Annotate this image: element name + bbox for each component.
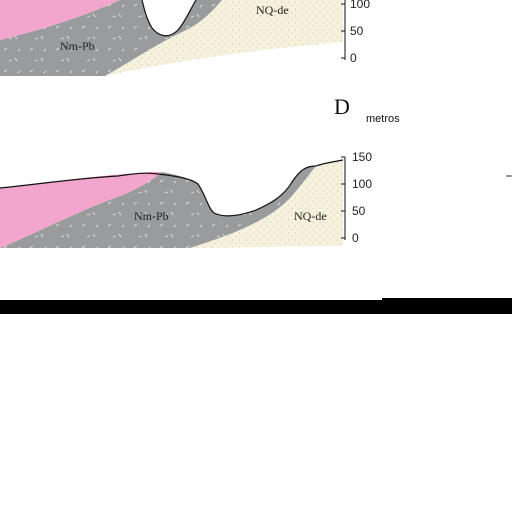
lower-gray-unit [0,166,316,248]
lower-pink-unit [0,172,162,248]
lower-tick-100: 100 [352,177,372,191]
lower-tick-150: 150 [352,150,372,164]
lower-label-nq-de: NQ-de [294,209,327,223]
upper-sand-unit [105,0,343,76]
lower-topography-line [0,159,344,217]
lower-tick-50: 50 [352,204,366,218]
upper-scale-ticks [341,3,345,59]
lower-scale-ticks [341,156,345,239]
lower-section: 150 100 50 0 Nm-Pb NQ-de [0,150,372,248]
upper-section: 100 50 0 Nm-Pb NQ-de [0,0,370,76]
upper-pink-unit [0,0,120,40]
upper-tick-0: 0 [350,51,357,65]
upper-tick-100: 100 [350,0,370,11]
upper-tick-50: 50 [350,24,364,38]
upper-topography-line [141,0,197,37]
black-band-notch [382,298,512,300]
upper-label-nm-pb: Nm-Pb [60,39,95,53]
upper-label-nq-de: NQ-de [256,3,289,17]
section-letter: D [334,94,350,119]
lower-sand-unit [190,160,343,248]
lower-label-nm-pb: Nm-Pb [134,209,169,223]
upper-gray-unit [0,0,222,76]
units-label: metros [366,113,400,125]
black-band [0,300,512,314]
lower-tick-0: 0 [352,231,359,245]
